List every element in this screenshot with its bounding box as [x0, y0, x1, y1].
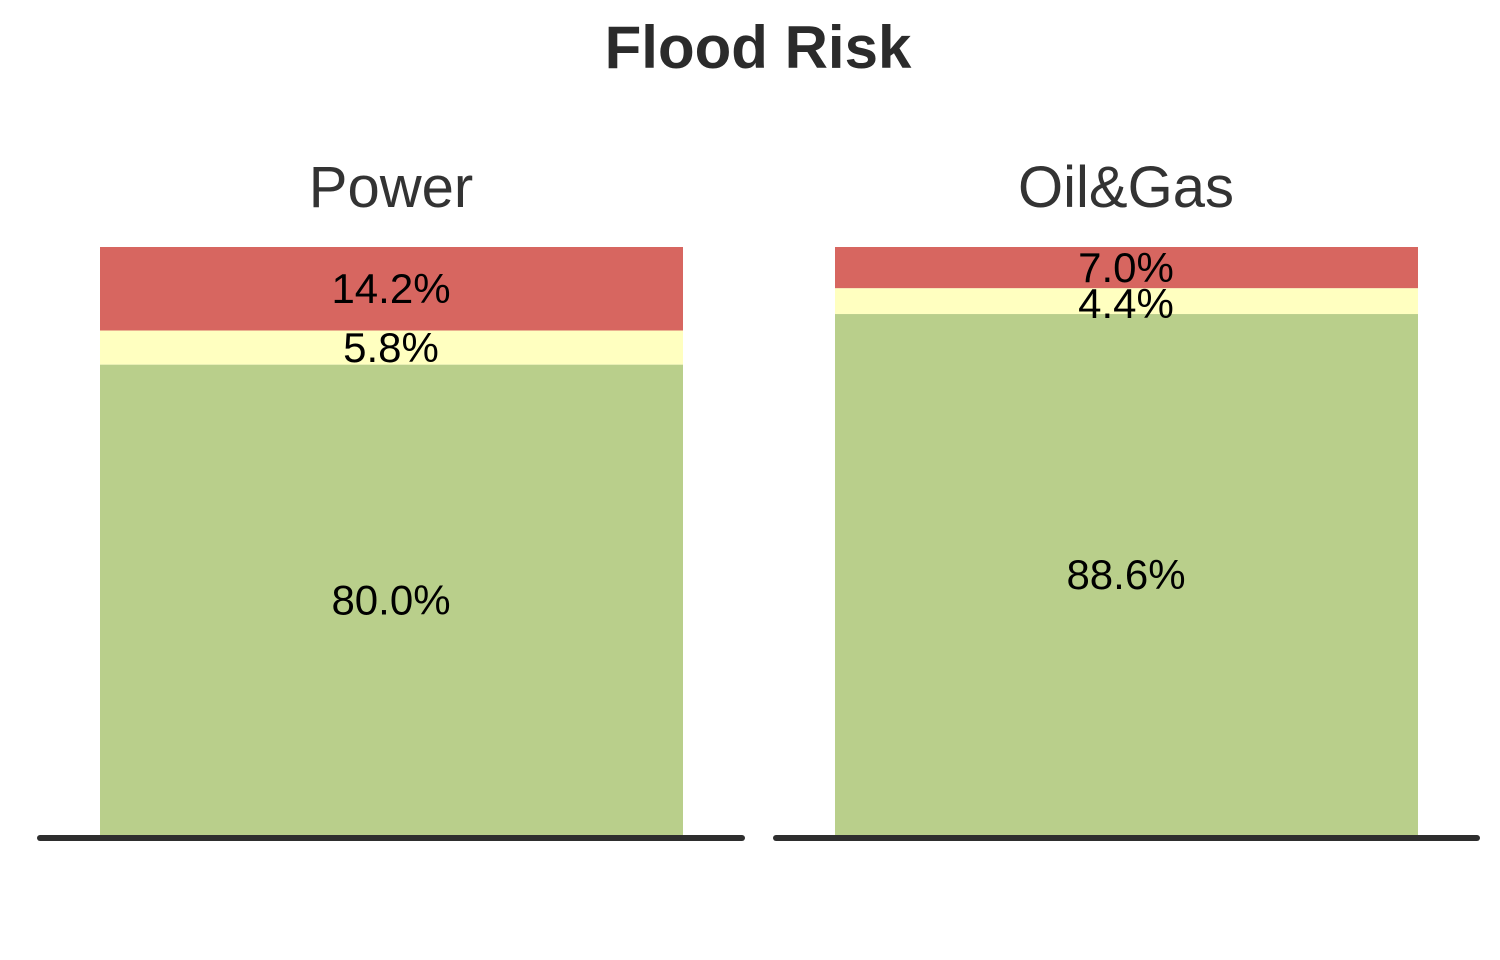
- data-label-oil-gas-2: 7.0%: [1078, 244, 1174, 291]
- bar-segment-oil-gas-0: [835, 314, 1418, 836]
- panel-title-oil-gas: Oil&Gas: [1018, 155, 1234, 220]
- bar-segment-power-0: [100, 364, 683, 835]
- data-label-power-2: 14.2%: [331, 265, 450, 312]
- panel-title-power: Power: [309, 155, 473, 220]
- data-label-oil-gas-1: 4.4%: [1078, 280, 1174, 327]
- data-label-power-0: 80.0%: [331, 576, 450, 623]
- bar-segment-oil-gas-2: [835, 247, 1418, 289]
- panel-oil-gas: Oil&Gas 88.6% 4.4%7.0%: [773, 155, 1480, 841]
- data-label-power-1: 5.8%: [343, 324, 439, 371]
- chart-panels: Power 80.0% 5.8% 14.2% Oil&Gas 88.6% 4.4%7.0%: [37, 155, 1480, 841]
- bar-segment-oil-gas-1: [835, 288, 1418, 315]
- data-label-oil-gas-0: 88.6%: [1066, 551, 1185, 598]
- bar-segment-power-2: [100, 247, 683, 331]
- panel-power: Power 80.0% 5.8% 14.2%: [37, 155, 745, 841]
- chart-title: Flood Risk: [605, 14, 912, 81]
- bar-segment-power-1: [100, 330, 683, 365]
